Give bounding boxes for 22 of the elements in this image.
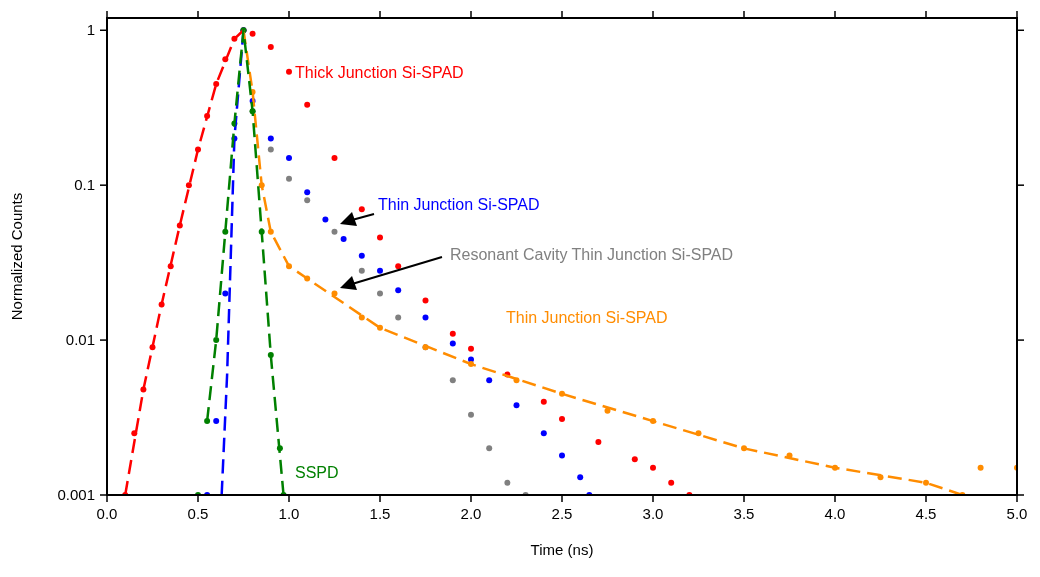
x-tick-label: 4.0: [824, 505, 846, 522]
x-axis-title: Time (ns): [530, 541, 594, 558]
x-tick-label: 4.5: [915, 505, 937, 522]
x-tick-label: 0.5: [187, 505, 209, 522]
y-tick-label: 0.001: [57, 486, 95, 503]
series-label: Thick Junction Si-SPAD: [295, 64, 464, 81]
x-tick-label: 3.5: [733, 505, 755, 522]
x-tick-label: 2.5: [551, 505, 573, 522]
text: Thin Junction Si-SPAD: [506, 309, 668, 326]
text: Thin Junction Si-SPAD: [378, 196, 540, 213]
x-tick-label: 2.0: [460, 505, 482, 522]
y-tick-label: 1: [86, 21, 95, 39]
y-tick-label: 0.1: [74, 176, 95, 194]
series-label: SSPD: [295, 464, 339, 481]
text: Resonant Cavity Thin Junction Si-SPAD: [450, 246, 734, 263]
x-tick-label: 1.0: [278, 505, 300, 522]
x-tick-label: 3.0: [642, 505, 664, 522]
x-tick-label: 5.0: [1006, 505, 1028, 522]
x-tick-label: 0.0: [96, 505, 118, 522]
y-axis-title: Normalized Counts: [8, 192, 25, 321]
y-tick-label: 0.01: [65, 331, 95, 349]
x-tick-label: 1.5: [369, 505, 391, 522]
